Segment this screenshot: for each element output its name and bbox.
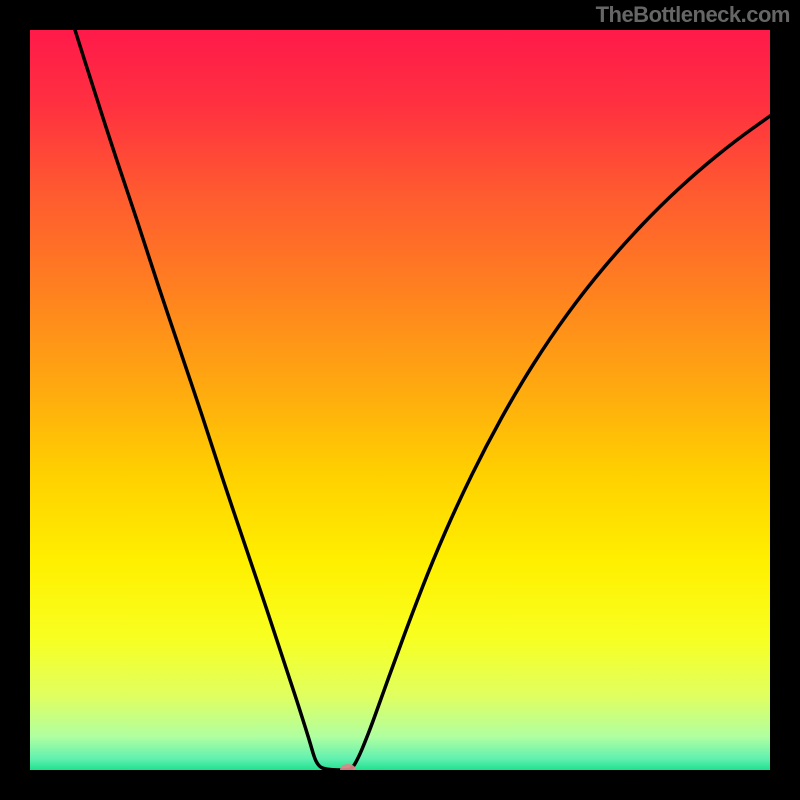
chart-plot-area bbox=[30, 30, 770, 770]
bottleneck-curve bbox=[30, 30, 770, 770]
watermark-text: TheBottleneck.com bbox=[596, 2, 790, 28]
